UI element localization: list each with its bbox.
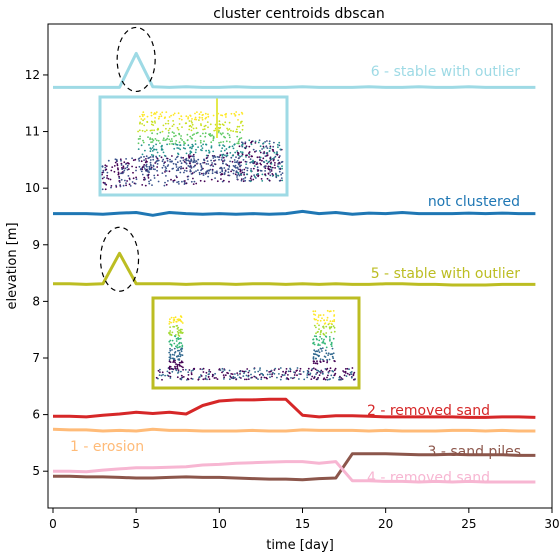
series-label-5-stable-with-outlier: 5 - stable with outlier <box>371 266 521 282</box>
y-tick-label: 7 <box>32 351 40 365</box>
series-line-1-erosion <box>52 427 536 433</box>
series-line-4-removed-sand <box>53 460 536 484</box>
series-label-6-stable-with-outlier: 6 - stable with outlier <box>371 64 521 80</box>
series-line-3-sand-piles <box>53 452 536 482</box>
x-tick-label: 20 <box>378 517 393 531</box>
y-tick-label: 12 <box>25 68 40 82</box>
x-tick-label: 5 <box>132 517 140 531</box>
axis-ticks: 0 5 10 15 20 25 30 5 6 7 8 9 10 11 12 <box>25 68 559 531</box>
y-tick-label: 9 <box>32 238 40 252</box>
y-tick-label: 8 <box>32 294 40 308</box>
inset-image-1 <box>98 95 289 197</box>
x-tick-label: 10 <box>212 517 227 531</box>
inset-image-2 <box>151 296 361 390</box>
y-axis-label: elevation [m] <box>5 222 20 309</box>
series-label-1-erosion: 1 - erosion <box>70 439 144 455</box>
y-tick-label: 6 <box>32 408 40 422</box>
y-tick-label: 11 <box>25 125 40 139</box>
axes-frame <box>47 23 553 509</box>
plot-area: 6 - stable with outlier not clustered 5 - … <box>52 26 536 486</box>
series-line-6-stable-with-outlier <box>53 51 536 89</box>
series-line-5-stable-with-outlier <box>53 251 536 287</box>
series-label-2-removed-sand: 2 - removed sand <box>367 403 490 419</box>
series-line-2-removed-sand <box>53 397 536 419</box>
y-tick-label: 5 <box>32 464 40 478</box>
series-line-not-clustered <box>53 209 536 217</box>
chart-title: cluster centroids dbscan <box>213 6 385 22</box>
outlier-ellipse-2 <box>99 226 140 292</box>
series-label-not-clustered: not clustered <box>428 194 520 210</box>
x-tick-label: 0 <box>49 517 57 531</box>
series-label-4-removed-sand: 4 - removed sand <box>367 470 490 486</box>
x-tick-label: 30 <box>544 517 559 531</box>
x-tick-label: 25 <box>461 517 476 531</box>
x-tick-label: 15 <box>295 517 310 531</box>
y-tick-label: 10 <box>25 181 40 195</box>
outlier-ellipse-1 <box>116 26 156 93</box>
series-label-3-sand-piles: 3 - sand piles <box>427 444 521 460</box>
x-axis-label: time [day] <box>266 538 334 553</box>
